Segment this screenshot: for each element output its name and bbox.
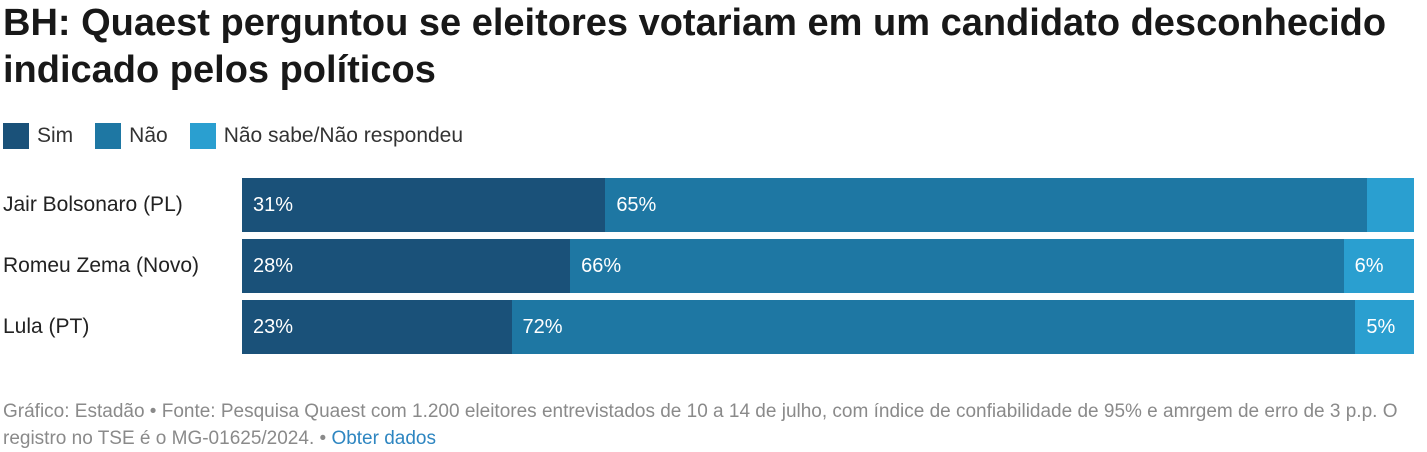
legend-item-ns: Não sabe/Não respondeu — [189, 123, 464, 149]
category-label: Lula (PT) — [3, 315, 90, 338]
bar-row: 28% 66% 6% — [242, 239, 1414, 293]
bar-segment-sim: 31% — [242, 178, 606, 232]
legend: Sim Não Não sabe/Não respondeu — [3, 123, 485, 149]
legend-label-sim: Sim — [37, 124, 74, 147]
bar-row: 31% 65% — [242, 178, 1414, 232]
data-label: 31% — [253, 194, 294, 216]
bar-segment-ns: 5% — [1355, 300, 1414, 354]
bar-segment-nao: 65% — [605, 178, 1368, 232]
data-label: 6% — [1354, 255, 1384, 277]
legend-label-nao: Não — [129, 124, 168, 147]
category-label: Jair Bolsonaro (PL) — [3, 193, 183, 216]
bar-segment-sim: 28% — [242, 239, 571, 293]
stacked-bar-chart: Jair Bolsonaro (PL) 31% 65% Romeu Zema (Nov… — [0, 178, 1427, 358]
legend-item-sim: Sim — [3, 123, 73, 149]
bar-segment-nao: 66% — [570, 239, 1344, 293]
legend-swatch-sim — [3, 123, 29, 149]
footer-source-text: Gráfico: Estadão • Fonte: Pesquisa Quaes… — [3, 401, 1398, 449]
data-label: 28% — [253, 255, 294, 277]
data-label: 5% — [1366, 316, 1396, 338]
legend-item-nao: Não — [95, 123, 168, 149]
chart-title: BH: Quaest perguntou se eleitores votari… — [3, 2, 1387, 91]
data-label: 65% — [616, 194, 657, 216]
legend-label-ns: Não sabe/Não respondeu — [223, 124, 464, 147]
legend-swatch-ns — [189, 123, 216, 149]
bar-segment-ns — [1367, 178, 1414, 232]
category-label: Romeu Zema (Novo) — [3, 254, 200, 277]
bar-segment-nao: 72% — [511, 300, 1356, 354]
bar-row: 23% 72% 5% — [242, 300, 1414, 354]
get-data-link[interactable]: Obter dados — [331, 428, 437, 449]
bar-segment-sim: 23% — [242, 300, 512, 354]
legend-swatch-nao — [95, 123, 122, 149]
data-label: 23% — [253, 316, 294, 338]
data-label: 66% — [581, 255, 622, 277]
footer: Gráfico: Estadão • Fonte: Pesquisa Quaes… — [3, 398, 1418, 452]
data-label: 72% — [522, 316, 563, 338]
bar-segment-ns: 6% — [1343, 239, 1414, 293]
